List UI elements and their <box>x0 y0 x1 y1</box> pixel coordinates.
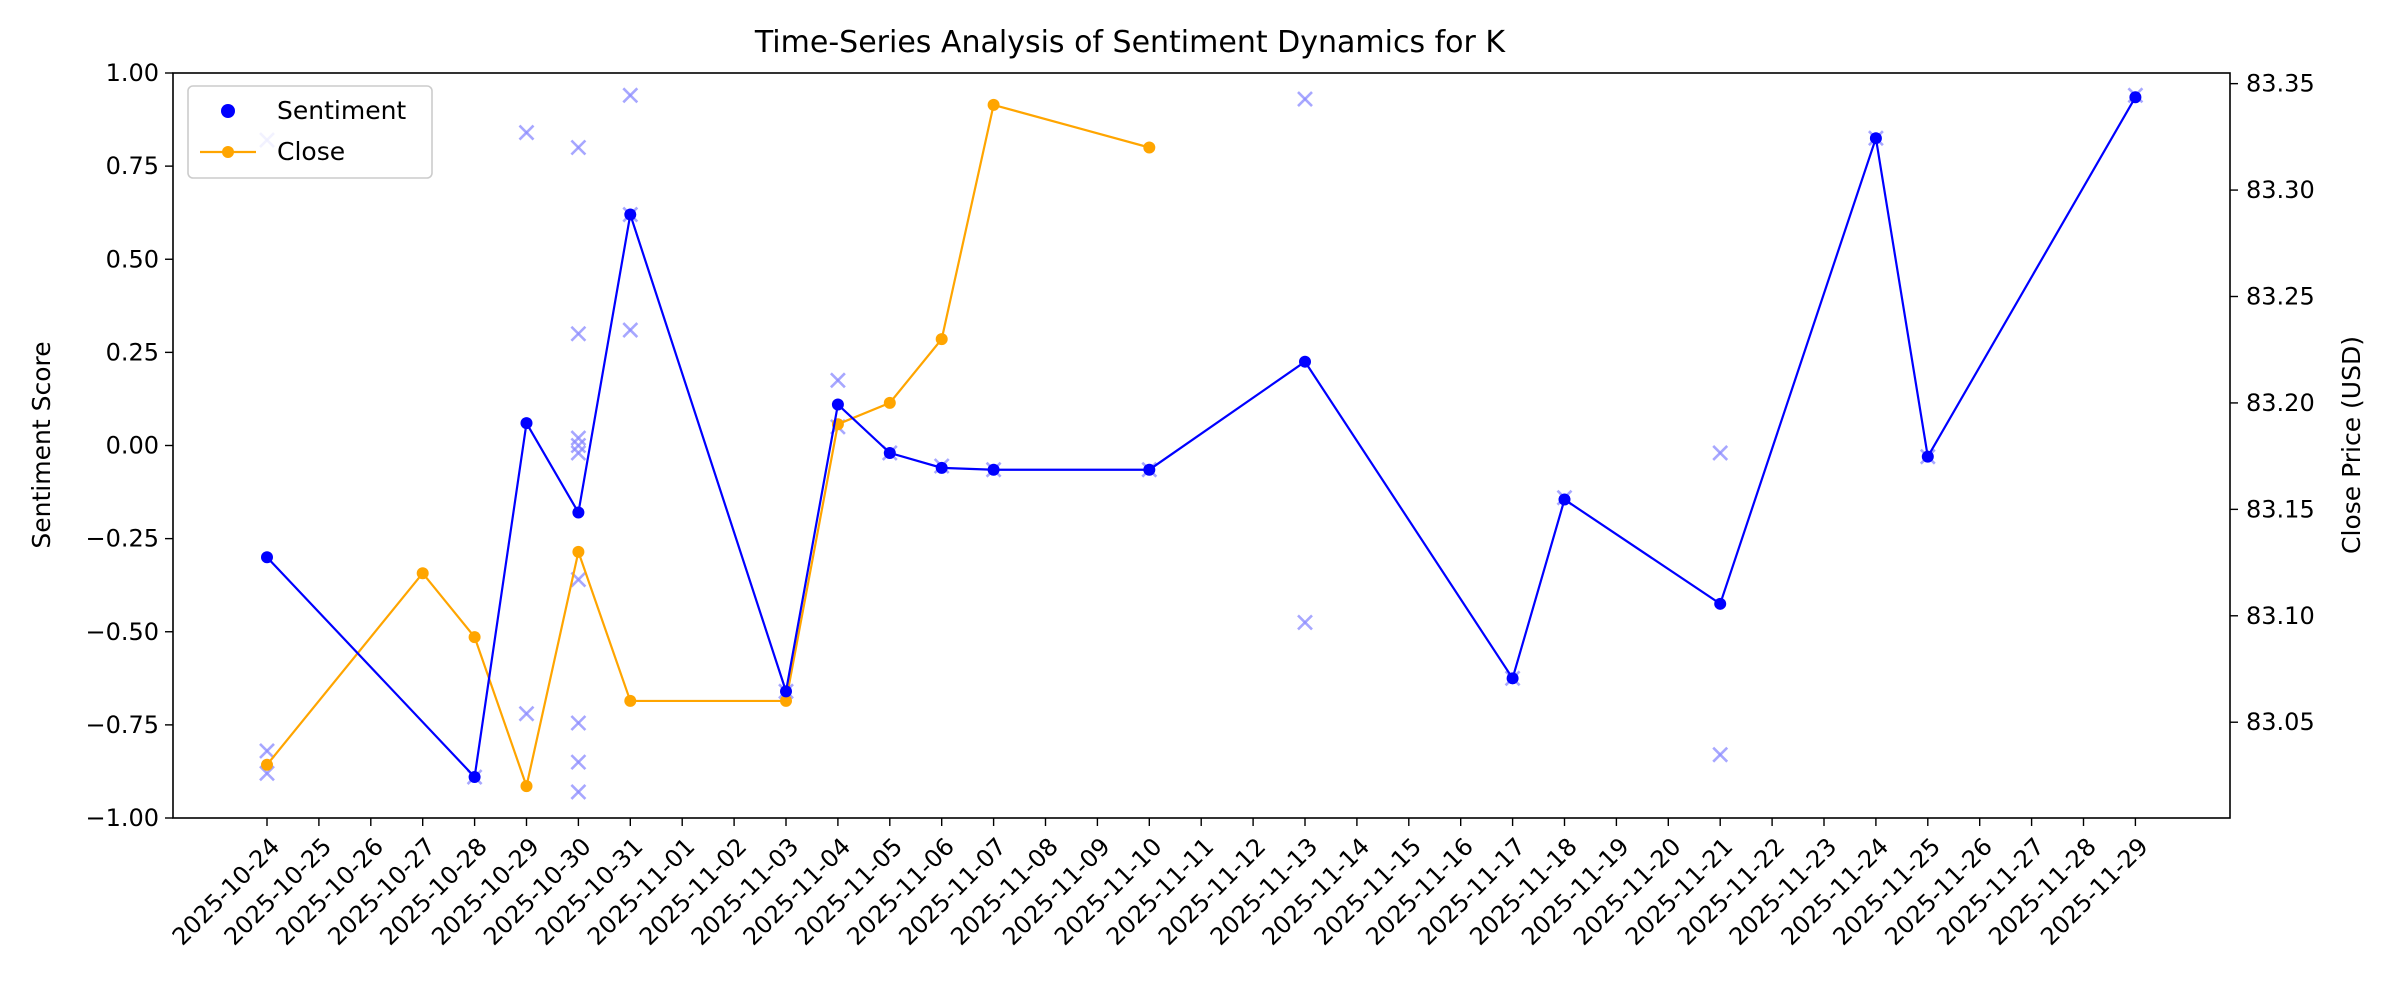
chart-title: Time-Series Analysis of Sentiment Dynami… <box>754 25 1506 60</box>
close-point <box>416 567 429 580</box>
close-point <box>572 545 585 558</box>
close-point <box>261 758 273 771</box>
y2-tick-label: 83.15 <box>2246 495 2315 523</box>
y2-tick-label: 83.35 <box>2246 70 2315 98</box>
close-line <box>266 103 1150 791</box>
y-tick-label: −0.75 <box>85 711 159 739</box>
sentiment-point <box>883 446 896 459</box>
raw-sentiment-marker <box>259 765 275 782</box>
y-tick-label: −0.25 <box>85 525 159 553</box>
y-tick-label: 0.50 <box>106 245 159 273</box>
raw-sentiment-marker <box>622 87 639 104</box>
raw-sentiment-marker <box>570 754 587 771</box>
raw-sentiment-marker <box>622 322 639 338</box>
close-point <box>883 396 896 409</box>
sentiment-point <box>935 461 948 474</box>
raw-sentiment-marker <box>518 124 535 141</box>
close-point <box>1143 141 1156 154</box>
y2-tick-label: 83.25 <box>2246 283 2315 311</box>
raw-sentiment-marker <box>1712 746 1729 763</box>
y-tick-label: −1.00 <box>85 804 159 832</box>
close-point <box>520 780 533 793</box>
close-point <box>624 694 637 707</box>
sentiment-line <box>266 96 2137 780</box>
sentiment-point <box>261 551 273 564</box>
raw-sentiment-marker <box>570 437 587 454</box>
sentiment-point <box>831 398 844 411</box>
legend: Sentiment Close <box>187 85 433 179</box>
raw-sentiment-marker <box>570 784 587 800</box>
y2-tick-label: 83.05 <box>2246 708 2315 736</box>
close-point <box>987 98 1000 111</box>
y-tick-label: 0.75 <box>106 152 159 180</box>
y-axis-label: Sentiment Score <box>27 341 56 548</box>
y-tick-label: −0.50 <box>85 618 159 646</box>
raw-sentiment-marker <box>570 715 587 731</box>
y2-tick-label: 83.30 <box>2246 176 2315 204</box>
sentiment-point <box>1143 463 1156 476</box>
y2-tick-label: 83.20 <box>2246 389 2315 417</box>
y-tick-label: 0.00 <box>106 432 159 460</box>
sentiment-point <box>780 685 792 698</box>
legend-sentiment-label: Sentiment <box>277 96 406 125</box>
raw-sentiment-marker <box>570 430 587 446</box>
legend-close-marker <box>222 146 234 158</box>
legend-box <box>187 85 433 179</box>
sentiment-point <box>468 771 481 784</box>
sentiment-point <box>1558 493 1571 506</box>
sentiment-point <box>1299 355 1311 368</box>
legend-sentiment-marker <box>221 104 235 118</box>
y-tick-label: 0.25 <box>106 338 159 366</box>
close-point <box>935 333 948 346</box>
sentiment-point <box>1921 450 1934 463</box>
legend-close-label: Close <box>277 137 345 166</box>
raw-sentiment-marker <box>570 139 587 156</box>
raw-sentiment-marker <box>1297 91 1313 107</box>
raw-sentiment-marker <box>1297 614 1313 631</box>
close-point <box>780 694 792 707</box>
close-point <box>468 631 481 644</box>
sentiment-point <box>2129 91 2142 104</box>
y-tick-label: 1.00 <box>106 59 159 87</box>
raw-sentiment-marker <box>518 705 535 722</box>
y2-tick-label: 83.10 <box>2246 602 2315 630</box>
raw-sentiment-marker <box>570 445 587 461</box>
sentiment-point <box>572 506 585 519</box>
sentiment-point <box>1506 672 1519 685</box>
plot-area <box>259 87 2144 800</box>
sentiment-point <box>987 463 1000 476</box>
y2-axis-label: Close Price (USD) <box>2337 336 2366 554</box>
sentiment-point <box>520 417 533 430</box>
raw-sentiment-marker <box>570 325 587 342</box>
raw-sentiment-marker <box>259 743 275 759</box>
raw-sentiment-marker <box>1712 445 1729 461</box>
sentiment-point <box>1714 597 1727 610</box>
plot-frame <box>172 72 2231 819</box>
raw-sentiment-marker <box>829 372 846 389</box>
sentiment-point <box>1869 132 1882 145</box>
sentiment-point <box>624 208 637 221</box>
